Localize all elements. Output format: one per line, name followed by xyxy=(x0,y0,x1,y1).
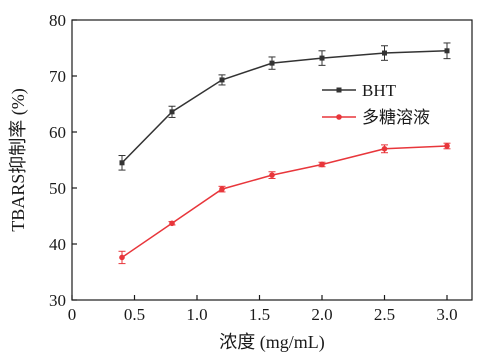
y-axis-ticks: 30 40 50 60 70 80 xyxy=(49,11,77,310)
plot-frame xyxy=(71,19,473,301)
y-tick-label: 60 xyxy=(49,123,66,142)
legend-marker xyxy=(336,114,342,120)
legend: BHT 多糖溶液 xyxy=(322,81,430,127)
data-point xyxy=(444,48,450,54)
series-line xyxy=(121,145,448,259)
y-axis-label: TBARS抑制率 (%) xyxy=(8,88,29,232)
x-tick-label: 0 xyxy=(68,305,77,324)
data-point xyxy=(319,55,325,61)
x-axis-ticks: 0 0.5 1.0 1.5 2.0 2.5 3.0 xyxy=(68,295,458,324)
x-tick-label: 2.0 xyxy=(311,305,332,324)
x-tick-label: 1.5 xyxy=(249,305,270,324)
data-point xyxy=(444,143,450,149)
legend-marker xyxy=(336,87,342,93)
y-tick-label: 80 xyxy=(49,11,66,30)
data-point xyxy=(382,50,387,56)
data-point xyxy=(219,77,225,83)
legend-label: BHT xyxy=(362,81,397,100)
series-1 xyxy=(118,42,451,171)
data-point xyxy=(381,146,388,152)
legend-label: 多糖溶液 xyxy=(362,108,430,127)
data-point xyxy=(119,160,125,166)
x-tick-label: 1.0 xyxy=(186,305,207,324)
y-tick-label: 70 xyxy=(49,67,66,86)
y-tick-label: 30 xyxy=(49,291,66,310)
series-2 xyxy=(118,142,451,265)
y-tick-label: 50 xyxy=(49,179,66,198)
y-tick-label: 40 xyxy=(49,235,66,254)
series-layer xyxy=(118,42,451,265)
data-point xyxy=(169,109,175,115)
series-line xyxy=(121,50,448,164)
x-tick-label: 0.5 xyxy=(124,305,145,324)
data-point xyxy=(219,186,225,192)
x-tick-label: 2.5 xyxy=(374,305,395,324)
data-point xyxy=(269,172,275,178)
data-point xyxy=(169,220,175,227)
x-tick-label: 3.0 xyxy=(436,305,457,324)
x-axis-label: 浓度 (mg/mL) xyxy=(219,332,325,353)
data-point xyxy=(319,161,325,168)
data-point xyxy=(269,60,275,66)
data-point xyxy=(119,254,125,261)
